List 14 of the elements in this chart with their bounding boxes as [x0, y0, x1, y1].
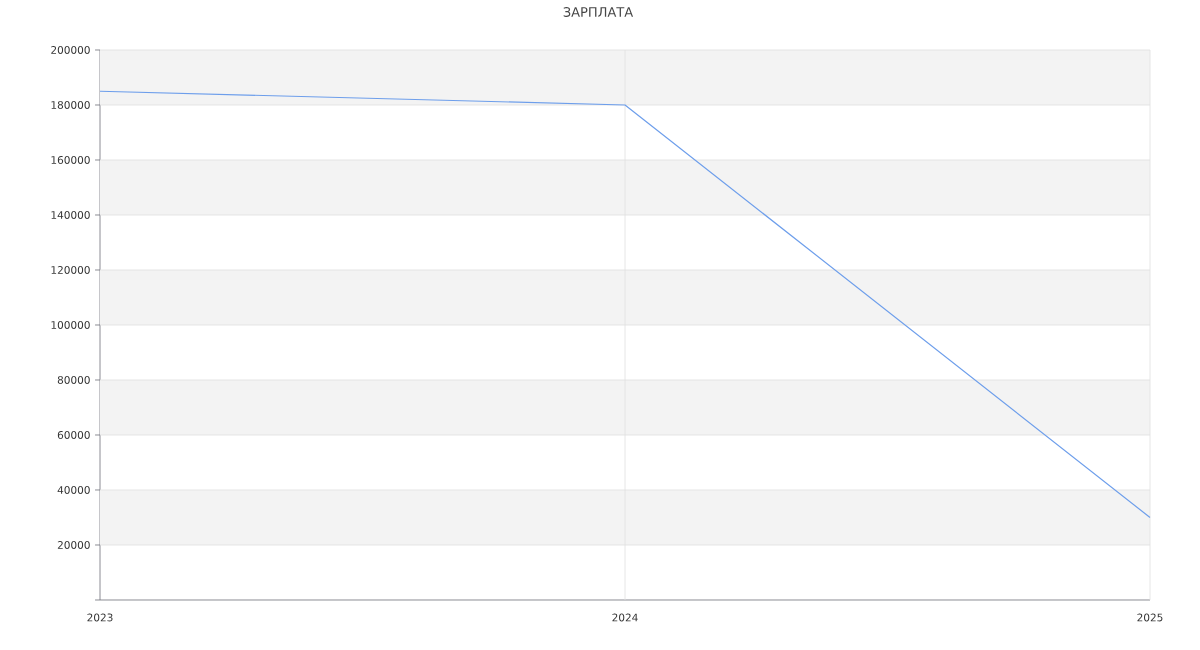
- y-tick-label: 60000: [57, 431, 90, 439]
- x-tick-label: 2023: [87, 613, 113, 622]
- y-tick-label: 180000: [51, 101, 90, 109]
- y-tick-label: 80000: [57, 376, 90, 384]
- y-tick-label: 40000: [57, 486, 90, 494]
- x-tick-label: 2024: [612, 613, 638, 622]
- y-tick-label: 120000: [51, 266, 90, 274]
- x-tick-label: 2025: [1137, 613, 1163, 622]
- y-tick-label: 100000: [51, 321, 90, 329]
- y-tick-label: 140000: [51, 211, 90, 219]
- chart-title: ЗАРПЛАТА: [563, 7, 634, 17]
- y-tick-label: 160000: [51, 156, 90, 164]
- y-tick-label: 20000: [57, 541, 90, 549]
- y-tick-label: 200000: [51, 46, 90, 54]
